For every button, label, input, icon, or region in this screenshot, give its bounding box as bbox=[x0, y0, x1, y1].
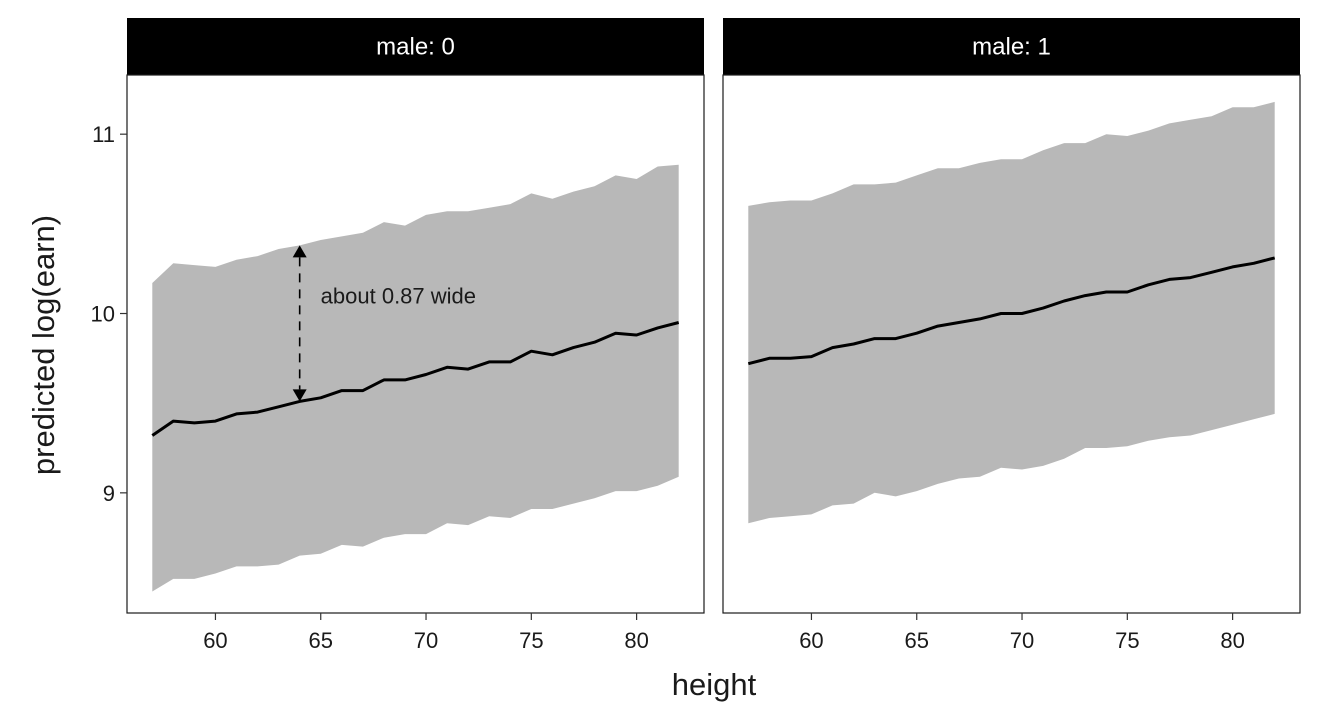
facet-strip bbox=[723, 18, 1300, 75]
x-tick-label: 65 bbox=[904, 628, 928, 653]
x-tick-label: 60 bbox=[799, 628, 823, 653]
facet-strip-label: male: 1 bbox=[972, 34, 1051, 61]
x-tick-label: 80 bbox=[1220, 628, 1244, 653]
annotation-arrowhead-down bbox=[292, 389, 307, 402]
x-tick-label: 75 bbox=[519, 628, 543, 653]
x-tick-label: 70 bbox=[1010, 628, 1034, 653]
x-tick-label: 65 bbox=[308, 628, 332, 653]
panel-2: male: 1 60 65 70 75 80 bbox=[722, 18, 1301, 653]
annotation-label: about 0.87 wide bbox=[321, 284, 476, 309]
x-tick-label: 80 bbox=[624, 628, 648, 653]
prediction-line bbox=[747, 256, 1276, 366]
y-axis-title: predicted log(earn) bbox=[26, 215, 61, 475]
panel-border bbox=[722, 74, 1301, 614]
y-tick-label: 11 bbox=[92, 122, 115, 147]
y-tick-label: 9 bbox=[103, 481, 115, 506]
facet-strip bbox=[127, 18, 704, 75]
prediction-line bbox=[151, 321, 680, 437]
x-axis-title: height bbox=[672, 667, 757, 702]
facet-strip-label: male: 0 bbox=[376, 34, 455, 61]
x-tick-label: 75 bbox=[1115, 628, 1139, 653]
panel-1: male: 0 60 65 70 75 80 9 10 11 about 0.87 wide bbox=[91, 18, 705, 653]
x-tick-label: 70 bbox=[414, 628, 438, 653]
x-tick-label: 60 bbox=[203, 628, 227, 653]
annotation-arrowhead-up bbox=[292, 245, 307, 258]
y-tick-label: 10 bbox=[91, 302, 115, 327]
panel-border bbox=[126, 74, 705, 614]
